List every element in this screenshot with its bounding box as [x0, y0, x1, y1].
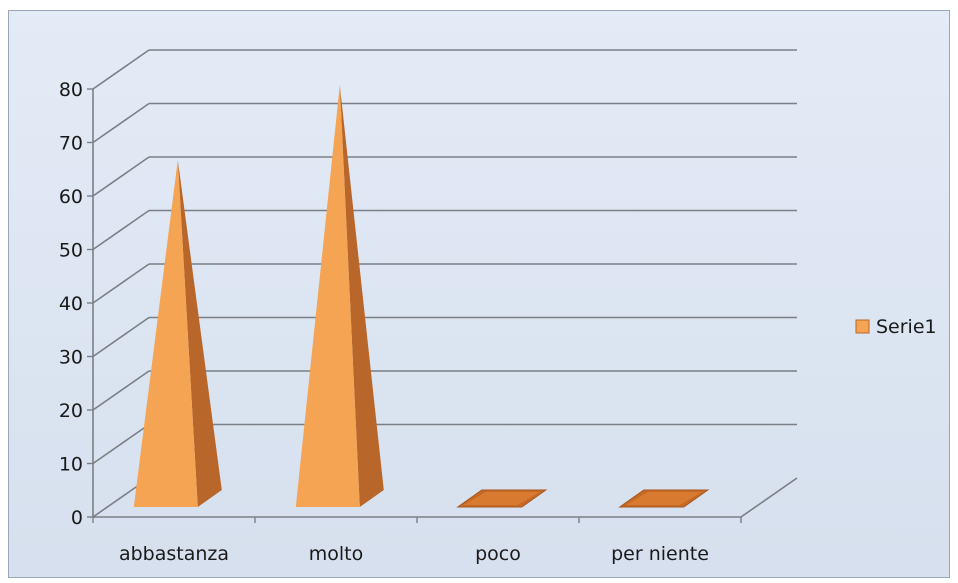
x-tick-label: per niente [611, 543, 709, 565]
legend: Serie1 [855, 316, 937, 338]
bar-side-face [339, 85, 384, 507]
x-tick-label: poco [475, 543, 521, 565]
gridline-side [92, 263, 150, 304]
x-tick-label: molto [309, 543, 364, 565]
gridline-side [92, 49, 150, 90]
y-tick-labels: 0 10 20 30 40 50 60 70 80 [59, 79, 83, 529]
y-tick-label: 80 [59, 79, 83, 101]
bar-abbastanza [133, 159, 222, 507]
gridline-side [92, 423, 150, 465]
y-tick-label: 70 [59, 133, 83, 155]
y-tick-label: 10 [59, 454, 83, 476]
bar-base-top [625, 492, 702, 505]
bar-base-top [463, 492, 540, 505]
x-tick-labels: abbastanza molto poco per niente [119, 543, 709, 565]
bar-front-face [133, 159, 198, 507]
bar-front-face [295, 85, 360, 507]
bar-side-face [177, 159, 222, 507]
gridline-side [92, 156, 150, 197]
legend-swatch-serie1 [855, 319, 870, 334]
y-tick-label: 0 [71, 507, 83, 529]
gridline-side [92, 209, 150, 251]
gridline-side [92, 370, 150, 411]
y-tick-label: 30 [59, 347, 83, 369]
y-tick-label: 60 [59, 186, 83, 208]
legend-label-serie1: Serie1 [876, 316, 937, 338]
gridline-side [92, 316, 150, 358]
axes [87, 88, 798, 523]
bar-per-niente [618, 489, 710, 508]
bars [133, 85, 710, 508]
bar-poco [456, 489, 548, 508]
bar-molto [295, 85, 384, 507]
gridline-side [92, 102, 150, 144]
y-tick-label: 50 [59, 240, 83, 262]
y-tick-label: 20 [59, 400, 83, 422]
x-tick-label: abbastanza [119, 543, 229, 565]
floor-right-edge [740, 477, 798, 518]
y-tick-label: 40 [59, 293, 83, 315]
